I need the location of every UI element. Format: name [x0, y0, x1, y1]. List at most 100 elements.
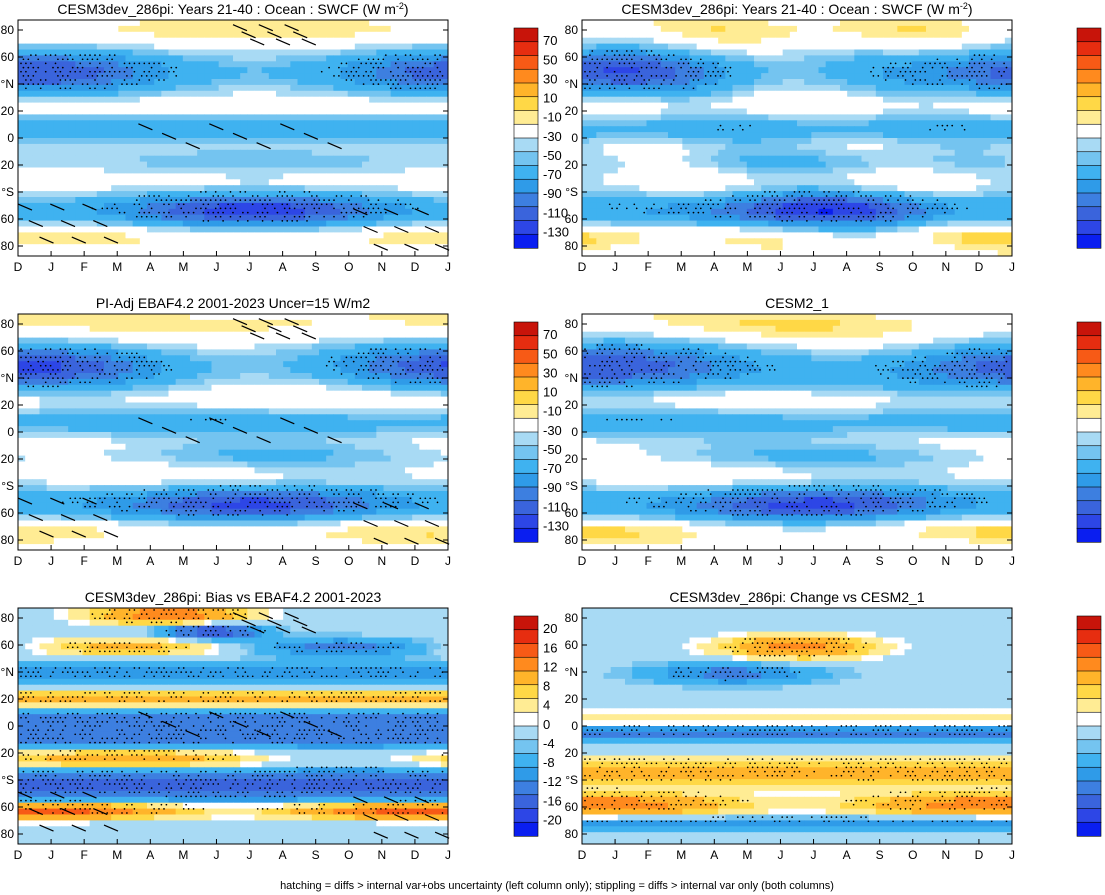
heatmap-cell	[711, 156, 719, 162]
heatmap-cell	[233, 114, 241, 120]
heatmap-cell	[247, 120, 255, 126]
heatmap-cell	[639, 191, 647, 197]
stipple-dot	[203, 212, 205, 214]
heatmap-cell	[83, 238, 91, 244]
heatmap-cell	[391, 168, 399, 174]
heatmap-cell	[582, 61, 590, 67]
heatmap-cell	[1005, 44, 1013, 50]
heatmap-cell	[154, 144, 162, 150]
stipple-dot	[30, 63, 32, 65]
heatmap-cell	[890, 162, 898, 168]
heatmap-cell	[32, 197, 40, 203]
heatmap-cell	[118, 50, 126, 56]
heatmap-cell	[589, 55, 597, 61]
heatmap-cell	[219, 244, 227, 250]
heatmap-cell	[419, 97, 427, 103]
heatmap-cell	[118, 20, 126, 26]
heatmap-cell	[840, 120, 848, 126]
heatmap-cell	[611, 38, 619, 44]
heatmap-cell	[883, 138, 891, 144]
heatmap-cell	[140, 138, 148, 144]
heatmap-cell	[118, 150, 126, 156]
heatmap-cell	[1005, 173, 1013, 179]
heatmap-cell	[632, 126, 640, 132]
stipple-dot	[412, 67, 414, 69]
heatmap-cell	[391, 126, 399, 132]
heatmap-cell	[826, 185, 834, 191]
heatmap-cell	[733, 150, 741, 156]
heatmap-cell	[75, 32, 83, 38]
heatmap-cell	[983, 126, 991, 132]
heatmap-cell	[341, 67, 349, 73]
heatmap-cell	[233, 38, 241, 44]
heatmap-cell	[890, 203, 898, 209]
stipple-dot	[92, 58, 94, 60]
heatmap-cell	[434, 144, 442, 150]
heatmap-cell	[83, 38, 91, 44]
heatmap-cell	[276, 144, 284, 150]
stipple-dot	[74, 71, 76, 73]
heatmap-cell	[25, 173, 33, 179]
x-tick-label: J	[247, 260, 253, 274]
heatmap-cell	[926, 150, 934, 156]
heatmap-cell	[154, 97, 162, 103]
heatmap-cell	[427, 173, 435, 179]
heatmap-cell	[955, 97, 963, 103]
heatmap-cell	[204, 26, 212, 32]
heatmap-cell	[212, 250, 220, 256]
heatmap-cell	[675, 179, 683, 185]
heatmap-cell	[61, 61, 69, 67]
heatmap-cell	[355, 114, 363, 120]
heatmap-cell	[718, 114, 726, 120]
heatmap-cell	[40, 20, 48, 26]
heatmap-cell	[776, 109, 784, 115]
heatmap-cell	[54, 20, 62, 26]
heatmap-cell	[826, 168, 834, 174]
heatmap-cell	[111, 173, 119, 179]
heatmap-cell	[298, 227, 306, 233]
heatmap-cell	[826, 150, 834, 156]
heatmap-cell	[647, 44, 655, 50]
heatmap-cell	[441, 55, 449, 61]
heatmap-cell	[240, 173, 248, 179]
heatmap-cell	[434, 250, 442, 256]
stipple-dot	[306, 203, 308, 205]
heatmap-cell	[890, 61, 898, 67]
heatmap-cell	[140, 173, 148, 179]
stipple-dot	[422, 67, 424, 69]
heatmap-cell	[398, 138, 406, 144]
heatmap-cell	[25, 227, 33, 233]
heatmap-cell	[819, 26, 827, 32]
heatmap-cell	[176, 44, 184, 50]
stipple-dot	[284, 208, 286, 210]
heatmap-cell	[118, 103, 126, 109]
heatmap-cell	[269, 103, 277, 109]
heatmap-cell	[68, 132, 76, 138]
heatmap-cell	[797, 50, 805, 56]
heatmap-cell	[40, 38, 48, 44]
heatmap-cell	[176, 109, 184, 115]
heatmap-cell	[926, 173, 934, 179]
heatmap-cell	[733, 55, 741, 61]
heatmap-cell	[919, 162, 927, 168]
heatmap-cell	[298, 168, 306, 174]
heatmap-cell	[682, 120, 690, 126]
stipple-dot	[27, 75, 29, 77]
heatmap-cell	[219, 156, 227, 162]
heatmap-cell	[183, 232, 191, 238]
stipple-dot	[272, 220, 274, 222]
heatmap-cell	[97, 185, 105, 191]
heatmap-cell	[783, 97, 791, 103]
heatmap-cell	[847, 179, 855, 185]
heatmap-cell	[704, 191, 712, 197]
heatmap-cell	[104, 191, 112, 197]
heatmap-cell	[305, 26, 313, 32]
heatmap-cell	[290, 162, 298, 168]
stipple-dot	[419, 54, 421, 56]
heatmap-cell	[111, 156, 119, 162]
heatmap-cell	[362, 156, 370, 162]
heatmap-cell	[596, 162, 604, 168]
heatmap-cell	[847, 20, 855, 26]
heatmap-cell	[690, 179, 698, 185]
heatmap-cell	[240, 120, 248, 126]
